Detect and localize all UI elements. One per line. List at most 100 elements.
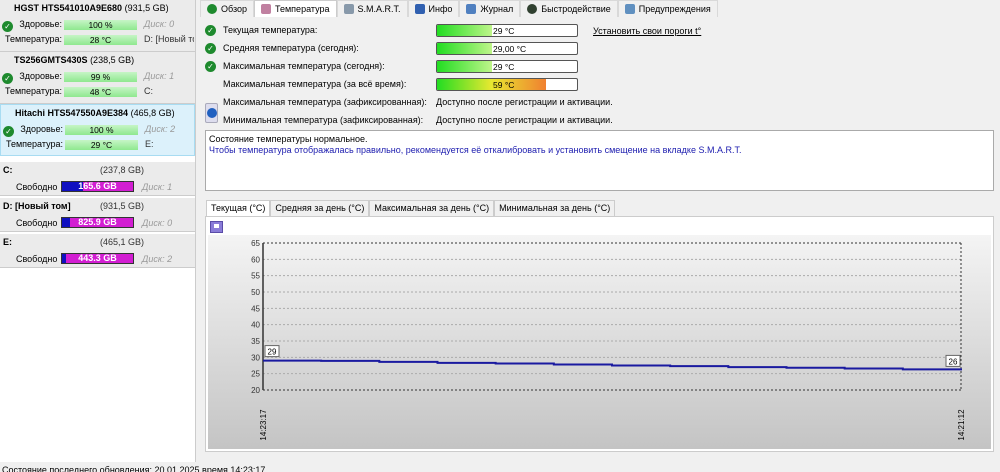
disk-number: Диск: 2 xyxy=(142,254,173,264)
tab-label: S.M.A.R.T. xyxy=(357,4,401,14)
temperature-series-line xyxy=(263,359,962,371)
partition-size: (465,1 GB) xyxy=(100,237,145,247)
tab-label: Обзор xyxy=(221,4,247,14)
message-line-calibration: Чтобы температура отображалась правильно… xyxy=(209,145,742,155)
free-space-bar: 443.3 GB xyxy=(61,253,134,264)
tab-journal[interactable]: Журнал xyxy=(459,0,521,17)
disk-size: (238,5 GB) xyxy=(90,55,135,65)
y-tick-label: 40 xyxy=(251,321,260,330)
refresh-button[interactable] xyxy=(205,103,218,123)
tab-label: Журнал xyxy=(480,4,514,14)
chart-tab[interactable]: Максимальная за день (°C) xyxy=(369,200,495,216)
disk-item[interactable]: TS256GMTS430S (238,5 GB) ✓ Здоровье: 99 % Ди… xyxy=(0,52,195,104)
data-label-box xyxy=(945,354,961,367)
data-label: 26 xyxy=(949,357,958,366)
disk-number: Диск: 2 xyxy=(145,124,176,134)
save-chart-button[interactable] xyxy=(210,221,223,233)
tab-smart[interactable]: S.M.A.R.T. xyxy=(336,0,408,17)
check-icon: ✓ xyxy=(2,73,13,84)
free-space-bar: 825.9 GB xyxy=(61,217,134,228)
set-thresholds-link[interactable]: Установить свои пороги t° xyxy=(593,26,702,36)
check-icon xyxy=(207,4,217,14)
chart-tabs: Текущая (°C) Средняя за день (°C) Максимал… xyxy=(206,200,616,216)
disk-volumes: C: xyxy=(144,86,153,96)
y-tick-label: 25 xyxy=(251,370,260,379)
temperature-row: ✓ Максимальная температура (сегодня): 29 °… xyxy=(205,60,995,74)
disk-item[interactable]: Hitachi HTS547550A9E384 (465,8 GB) ✓ Здоро… xyxy=(0,104,195,156)
partition-name: C: xyxy=(3,165,13,175)
fixed-temperature-row: Минимальная температура (зафиксированная… xyxy=(205,114,995,128)
temperature-row: ✓ Средняя температура (сегодня): 29,00 °C xyxy=(205,42,995,56)
y-tick-label: 30 xyxy=(251,353,260,362)
temperature-row: Температура: 48 °C C: xyxy=(0,86,195,98)
x-tick-label: 14:23:17 xyxy=(259,409,268,441)
status-bar: Состояние последнего обновления: 20.01.2… xyxy=(0,462,1000,472)
temperature-bar: 28 °C xyxy=(64,35,137,45)
free-label: Свободно xyxy=(16,182,58,192)
y-tick-label: 65 xyxy=(251,239,260,248)
health-row: Здоровье: 99 % Диск: 1 xyxy=(0,71,195,83)
journal-icon xyxy=(466,4,477,14)
y-tick-label: 45 xyxy=(251,304,260,313)
tab-info[interactable]: Инфо xyxy=(407,0,460,17)
partition-item[interactable]: D: [Новый том] (931,5 GB) Свободно 825.9 GB… xyxy=(0,198,195,232)
used-space-fill xyxy=(62,254,66,263)
tab-thermometer[interactable]: Температура xyxy=(254,0,337,17)
used-space-fill xyxy=(62,182,84,191)
temperature-bar: 59 °C xyxy=(436,78,578,91)
y-tick-label: 50 xyxy=(251,288,260,297)
check-icon: ✓ xyxy=(3,126,14,137)
temperature-bar: 29 °C xyxy=(436,60,578,73)
main-tabs: Обзор Температура S.M.A.R.T. Инфо Журнал Быст… xyxy=(200,0,718,17)
free-label: Свободно xyxy=(16,254,58,264)
disk-size: (465,8 GB) xyxy=(130,108,175,118)
tab-label: Инфо xyxy=(428,4,453,14)
temperature-value: 29 °C xyxy=(493,62,515,72)
temperature-fill xyxy=(437,79,547,90)
health-bar: 100 % xyxy=(64,20,137,30)
check-icon: ✓ xyxy=(205,61,216,72)
tab-speed[interactable]: Быстродействие xyxy=(520,0,618,17)
message-line-status: Состояние температуры нормальное. xyxy=(209,134,368,144)
partition-item[interactable]: E: (465,1 GB) Свободно 443.3 GB Диск: 2 xyxy=(0,234,195,268)
check-icon: ✓ xyxy=(205,43,216,54)
tab-check[interactable]: Обзор xyxy=(200,0,254,17)
chart-tab[interactable]: Средняя за день (°C) xyxy=(270,200,370,216)
row-label: Температура: xyxy=(4,86,62,96)
temperature-bar: 48 °C xyxy=(64,87,137,97)
tab-document[interactable]: Предупреждения xyxy=(617,0,718,17)
disk-model: HGST HTS541010A9E680 (931,5 GB) xyxy=(14,3,169,13)
free-space-value: 165.6 GB xyxy=(78,181,117,191)
disk-number: Диск: 1 xyxy=(144,71,175,81)
free-space-value: 443.3 GB xyxy=(78,253,117,263)
smart-icon xyxy=(343,4,354,14)
info-icon xyxy=(414,4,425,14)
disk-list-panel: HGST HTS541010A9E680 (931,5 GB) ✓ Здоровье… xyxy=(0,0,196,462)
temperature-message-box: Состояние температуры нормальное. Чтобы … xyxy=(205,130,994,191)
disk-number: Диск: 1 xyxy=(142,182,173,192)
used-space-fill xyxy=(62,218,70,227)
chart-tab[interactable]: Текущая (°C) xyxy=(206,200,271,216)
disk-item[interactable]: HGST HTS541010A9E680 (931,5 GB) ✓ Здоровье… xyxy=(0,0,195,52)
tab-label: Температура xyxy=(275,4,330,14)
document-icon xyxy=(624,4,635,14)
temperature-bar: 29 °C xyxy=(436,24,578,37)
disk-model: TS256GMTS430S (238,5 GB) xyxy=(14,55,134,65)
health-row: Здоровье: 100 % Диск: 2 xyxy=(1,124,194,136)
free-label: Свободно xyxy=(16,218,58,228)
temperature-bar: 29,00 °C xyxy=(436,42,578,55)
chart-background xyxy=(208,235,991,449)
temperature-fill xyxy=(437,43,492,54)
disk-number: Диск: 0 xyxy=(144,19,175,29)
row-label: Здоровье: xyxy=(19,19,62,29)
check-icon: ✓ xyxy=(2,21,13,32)
x-tick-label: 14:21:12 xyxy=(957,409,966,441)
disk-model-name: HGST HTS541010A9E680 xyxy=(14,3,123,13)
thermometer-icon xyxy=(261,4,271,14)
speed-icon xyxy=(527,4,538,14)
chart-tab[interactable]: Минимальная за день (°C) xyxy=(494,200,616,216)
disk-size: (931,5 GB) xyxy=(124,3,169,13)
temperature-fill xyxy=(437,25,492,36)
partition-item[interactable]: C: (237,8 GB) Свободно 165.6 GB Диск: 1 xyxy=(0,162,195,196)
fixed-temperature-row: Максимальная температура (зафиксированна… xyxy=(205,96,995,110)
